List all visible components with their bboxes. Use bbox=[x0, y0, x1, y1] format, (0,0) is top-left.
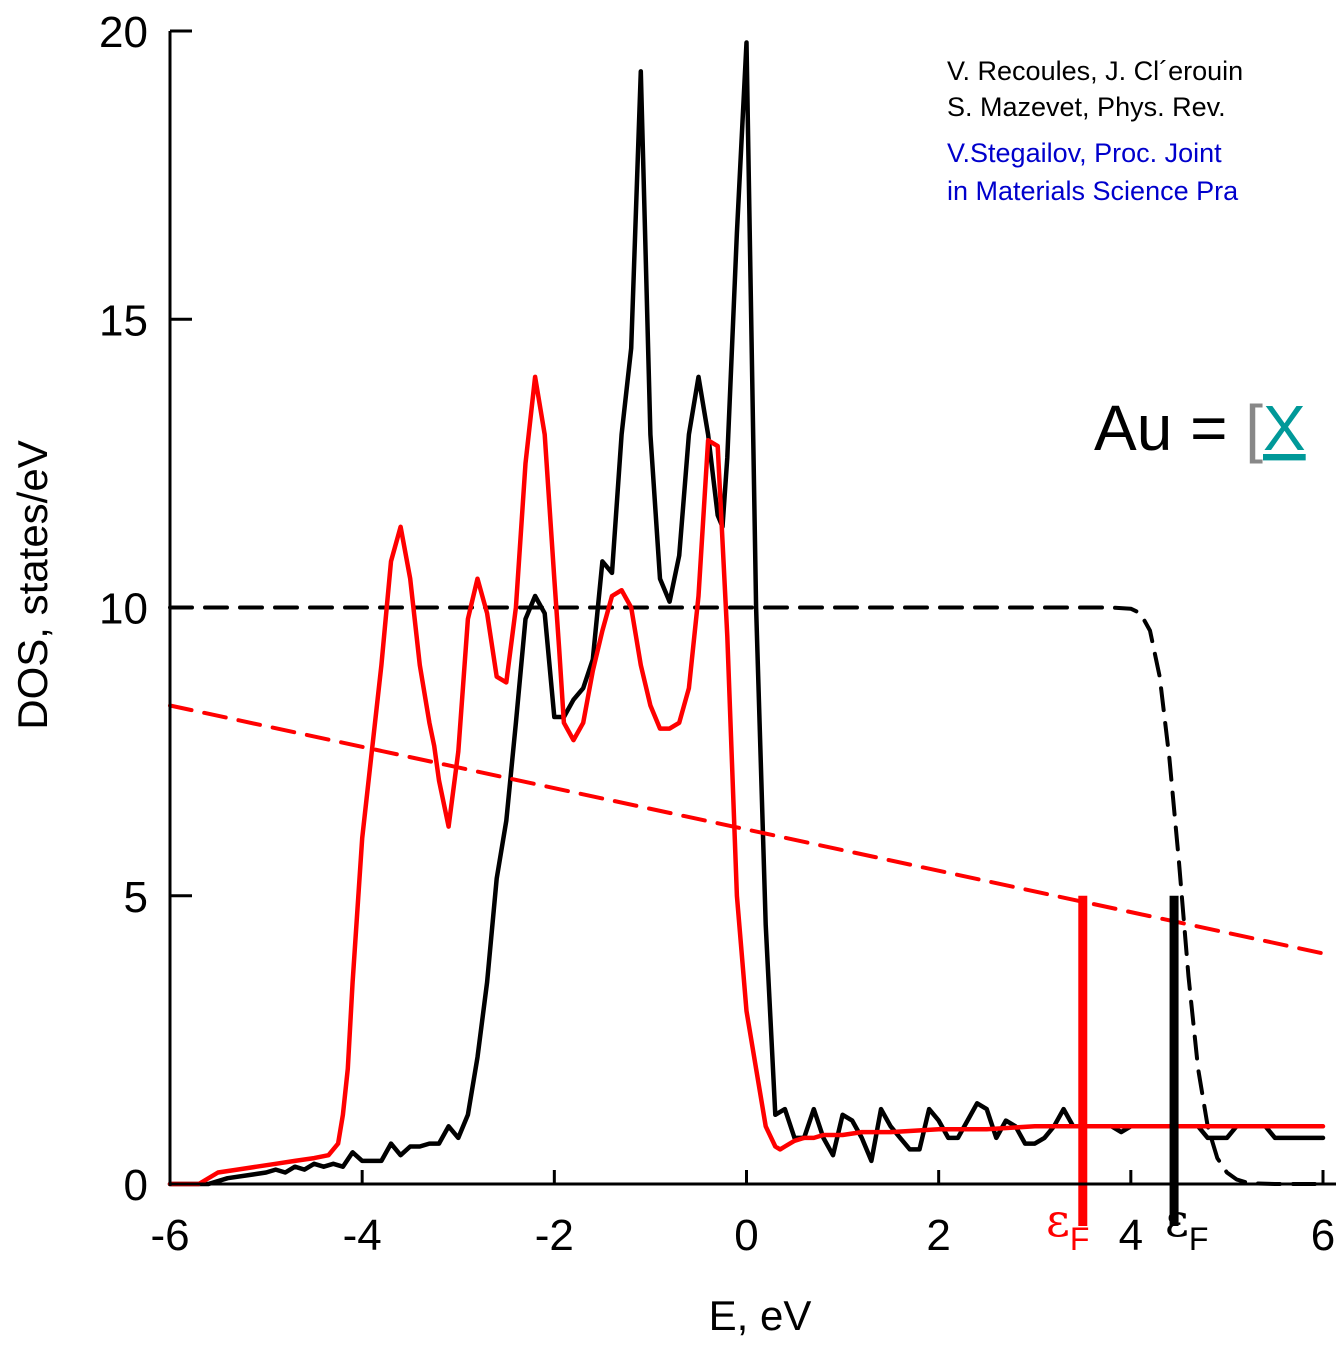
reference-2-line-2: in Materials Science Pra bbox=[947, 176, 1239, 206]
reference-1-line-2: S. Mazevet, Phys. Rev. bbox=[947, 92, 1226, 122]
fermi-label-red: εF bbox=[1046, 1193, 1089, 1257]
x-tick-label: 4 bbox=[1119, 1211, 1143, 1260]
formula-link[interactable]: X bbox=[1263, 392, 1306, 464]
electron-configuration-formula: Au = [X bbox=[1094, 392, 1306, 464]
fermi-subscript-red: F bbox=[1070, 1221, 1090, 1257]
series-layer bbox=[167, 40, 1326, 1187]
x-tick-label: -6 bbox=[150, 1211, 189, 1260]
x-tick-label: -4 bbox=[343, 1211, 382, 1260]
fermi-subscript-black: F bbox=[1189, 1221, 1209, 1257]
series-red-solid-line bbox=[167, 374, 1326, 1187]
series-red-dashed-line bbox=[168, 703, 1325, 956]
formula-bracket: [ bbox=[1245, 392, 1263, 464]
fermi-label-black: εF bbox=[1165, 1193, 1208, 1257]
tick-layer: -6 -4 -2 0 2 4 6 0 5 10 15 20 bbox=[99, 8, 1335, 1260]
x-tick-label: 0 bbox=[734, 1211, 758, 1260]
y-tick-label: 20 bbox=[99, 8, 148, 57]
fermi-symbol-black: ε bbox=[1165, 1193, 1189, 1247]
y-tick-label: 0 bbox=[124, 1161, 148, 1210]
reference-2-line-1: V.Stegailov, Proc. Joint bbox=[947, 138, 1222, 168]
fermi-symbol-red: ε bbox=[1046, 1193, 1070, 1247]
y-tick-label: 15 bbox=[99, 296, 148, 345]
series-black-dashed-line bbox=[168, 605, 1325, 1186]
x-tick-label: -2 bbox=[535, 1211, 574, 1260]
y-tick-label: 5 bbox=[124, 873, 148, 922]
formula-main: Au = bbox=[1094, 392, 1245, 464]
x-axis-title: E, eV bbox=[709, 1292, 812, 1339]
y-axis-title: DOS, states/eV bbox=[9, 440, 56, 729]
x-tick-label: 6 bbox=[1311, 1211, 1335, 1260]
y-tick-label: 10 bbox=[99, 585, 148, 634]
x-tick-label: 2 bbox=[926, 1211, 950, 1260]
reference-1-line-1: V. Recoules, J. Cl´erouin bbox=[947, 56, 1243, 86]
fermi-marker-layer bbox=[1078, 895, 1179, 1226]
